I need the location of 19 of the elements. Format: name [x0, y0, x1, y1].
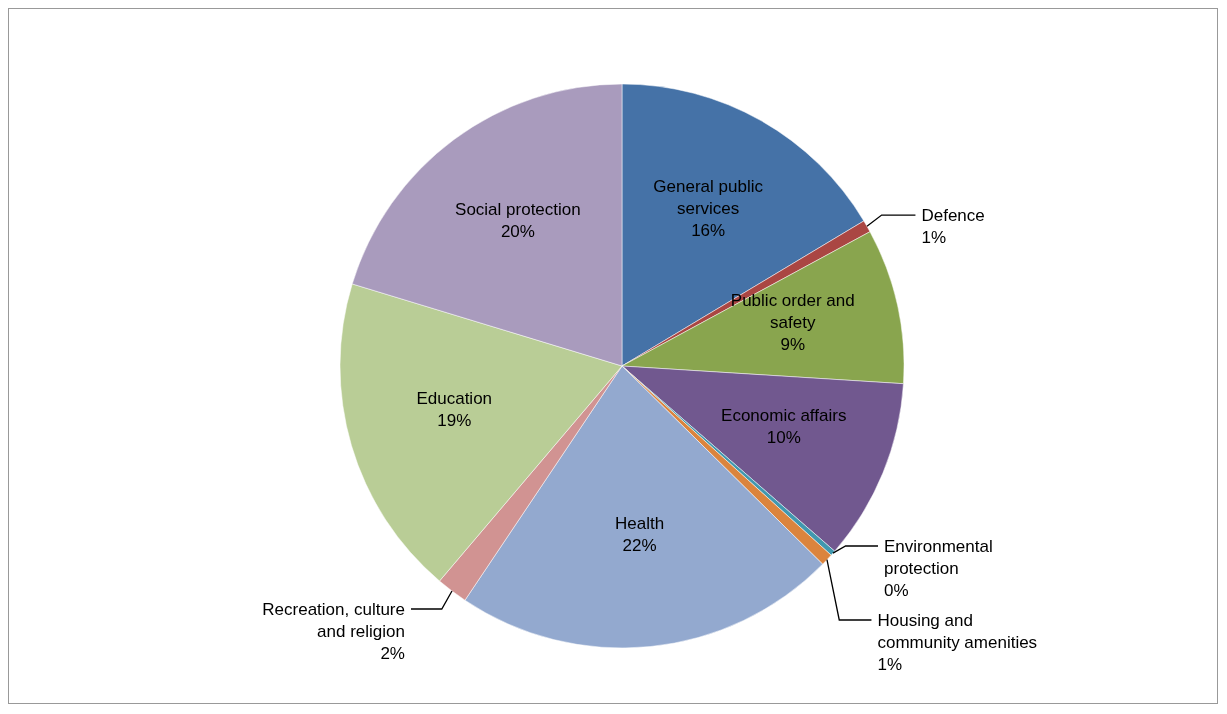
slice-label: Economic affairs [721, 406, 847, 426]
slice-label: Housing and community amenities [877, 611, 1038, 652]
slice-label: General public services [653, 176, 764, 218]
slice-label: Education [416, 389, 493, 409]
slice-label: Recreation, culture and religion [262, 599, 405, 641]
data-label: 0% [884, 581, 909, 600]
slice-label: Social protection [455, 199, 581, 219]
data-label: 20% [500, 221, 535, 241]
data-label: 1% [921, 228, 947, 248]
data-label: 10% [766, 428, 801, 448]
data-label: 9% [780, 335, 806, 355]
data-label: 16% [691, 220, 726, 240]
slice-label: Environmental protection [884, 537, 993, 578]
data-label: 2% [380, 643, 405, 663]
slice-label: Defence [921, 206, 985, 226]
data-label: 19% [437, 411, 472, 431]
data-label: 22% [622, 535, 657, 555]
data-label: 1% [877, 655, 903, 674]
slice-label: Health [614, 513, 665, 533]
